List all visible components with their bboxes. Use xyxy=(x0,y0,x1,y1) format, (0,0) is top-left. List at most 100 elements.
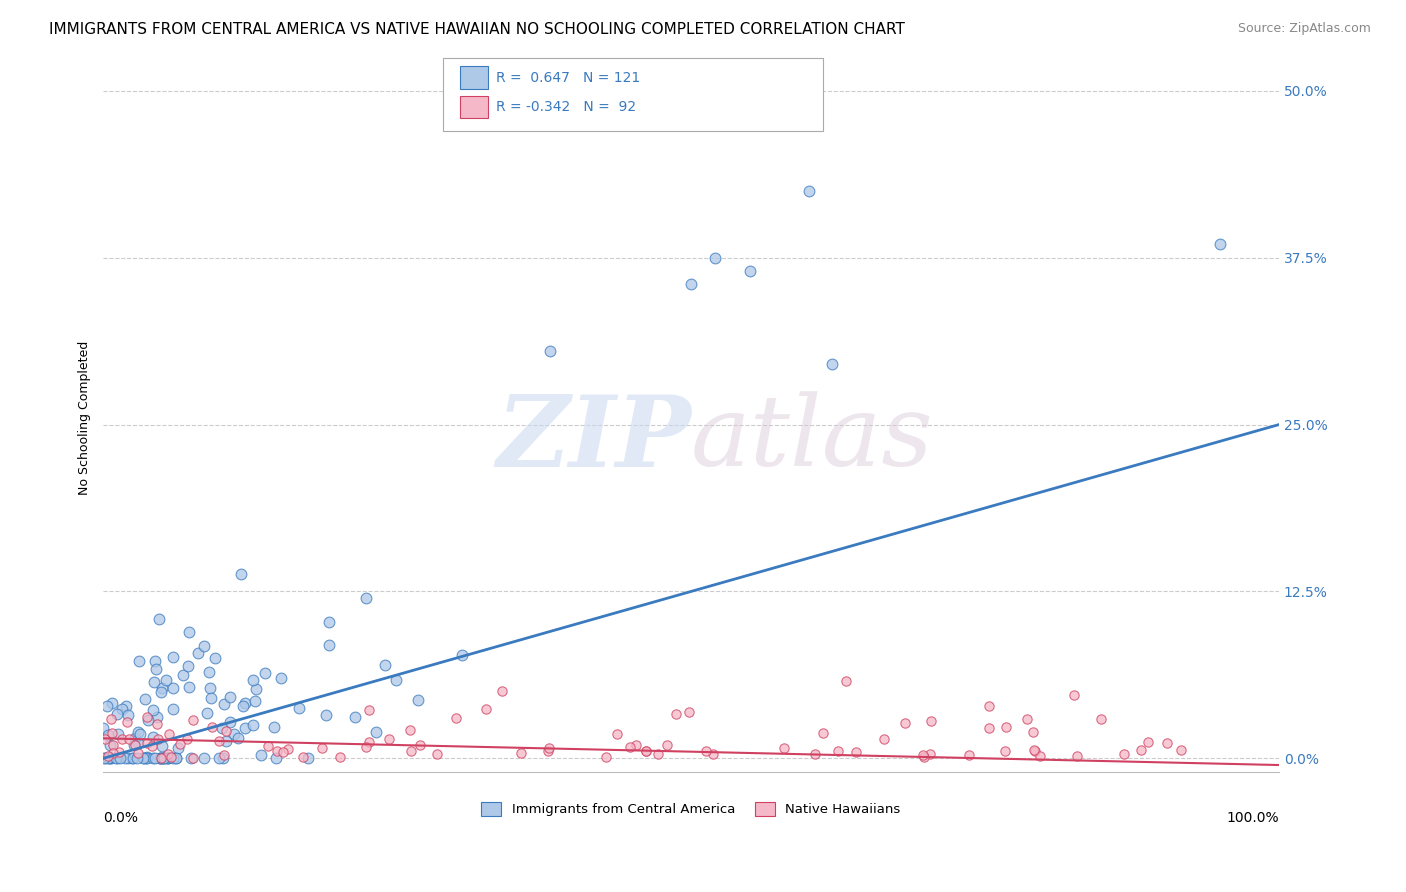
Point xyxy=(977,699,1000,714)
Point xyxy=(703,251,725,265)
Point xyxy=(263,720,285,734)
Point xyxy=(193,639,215,653)
Point xyxy=(98,751,121,765)
Point xyxy=(183,713,205,727)
Point xyxy=(444,710,467,724)
Point xyxy=(538,740,561,755)
Point xyxy=(215,723,238,738)
Point xyxy=(96,699,118,714)
Text: 100.0%: 100.0% xyxy=(1226,811,1279,824)
Point xyxy=(201,720,224,734)
Point xyxy=(117,708,139,723)
Point xyxy=(245,682,267,697)
Point xyxy=(510,746,533,760)
Point xyxy=(912,747,935,762)
Point xyxy=(647,747,669,761)
Point xyxy=(378,732,401,747)
Point xyxy=(157,751,180,765)
Point xyxy=(150,685,173,699)
Point xyxy=(94,731,117,746)
Point xyxy=(297,751,319,765)
Point xyxy=(1090,712,1112,726)
Point xyxy=(122,738,145,752)
Point xyxy=(146,732,169,747)
Point xyxy=(155,673,177,687)
Text: ZIP: ZIP xyxy=(496,391,690,487)
Point xyxy=(695,744,717,758)
Text: R =  0.647   N = 121: R = 0.647 N = 121 xyxy=(496,70,641,85)
Point xyxy=(1022,725,1045,739)
Point xyxy=(162,751,184,765)
Point xyxy=(219,715,242,730)
Point xyxy=(318,638,340,652)
Point xyxy=(233,721,256,735)
Point xyxy=(219,690,242,705)
Point xyxy=(162,681,184,695)
Point xyxy=(288,701,311,715)
Point xyxy=(977,721,1000,735)
Point xyxy=(114,751,136,765)
Legend: Immigrants from Central America, Native Hawaiians: Immigrants from Central America, Native … xyxy=(477,797,905,822)
Point xyxy=(1136,734,1159,748)
Point xyxy=(235,696,257,710)
Point xyxy=(357,735,380,749)
Point xyxy=(101,738,124,752)
Point xyxy=(115,715,138,730)
Point xyxy=(198,681,221,695)
Point xyxy=(193,751,215,765)
Point xyxy=(894,716,917,731)
Point xyxy=(121,751,143,765)
Point xyxy=(145,716,167,731)
Point xyxy=(141,739,163,753)
Point xyxy=(994,720,1017,734)
Point xyxy=(142,730,165,744)
Point xyxy=(834,674,856,689)
Point xyxy=(1129,743,1152,757)
Point xyxy=(176,658,198,673)
Point xyxy=(821,358,844,372)
Point xyxy=(197,665,219,680)
Point xyxy=(398,723,420,738)
Point xyxy=(211,721,233,735)
Point xyxy=(93,751,115,765)
Point xyxy=(107,745,129,759)
Point xyxy=(636,744,658,758)
Text: Source: ZipAtlas.com: Source: ZipAtlas.com xyxy=(1237,22,1371,36)
Point xyxy=(920,747,942,762)
Point xyxy=(124,731,146,745)
Point xyxy=(149,751,172,765)
Point xyxy=(277,741,299,756)
Point xyxy=(232,698,254,713)
Point xyxy=(222,727,245,741)
Point xyxy=(162,702,184,716)
Point xyxy=(538,344,561,359)
Point xyxy=(127,736,149,750)
Point xyxy=(142,703,165,717)
Point xyxy=(135,749,157,764)
Point xyxy=(1112,747,1135,761)
Point xyxy=(249,747,271,762)
Point xyxy=(97,751,120,765)
Point xyxy=(150,750,173,764)
Point xyxy=(329,749,352,764)
Point xyxy=(212,747,235,762)
Point xyxy=(100,751,122,765)
Point xyxy=(135,751,157,765)
Point xyxy=(136,736,159,750)
Point xyxy=(364,724,387,739)
Point xyxy=(107,727,129,741)
Point xyxy=(595,749,617,764)
Point xyxy=(426,747,449,762)
Point xyxy=(157,751,180,765)
Point xyxy=(100,712,122,726)
Point xyxy=(451,648,474,662)
Point xyxy=(153,751,176,765)
Point xyxy=(537,744,560,758)
Point xyxy=(920,714,942,728)
Point xyxy=(738,264,761,278)
Point xyxy=(214,734,236,748)
Point xyxy=(128,654,150,668)
Point xyxy=(229,567,252,582)
Point xyxy=(97,728,120,742)
Point xyxy=(143,675,166,690)
